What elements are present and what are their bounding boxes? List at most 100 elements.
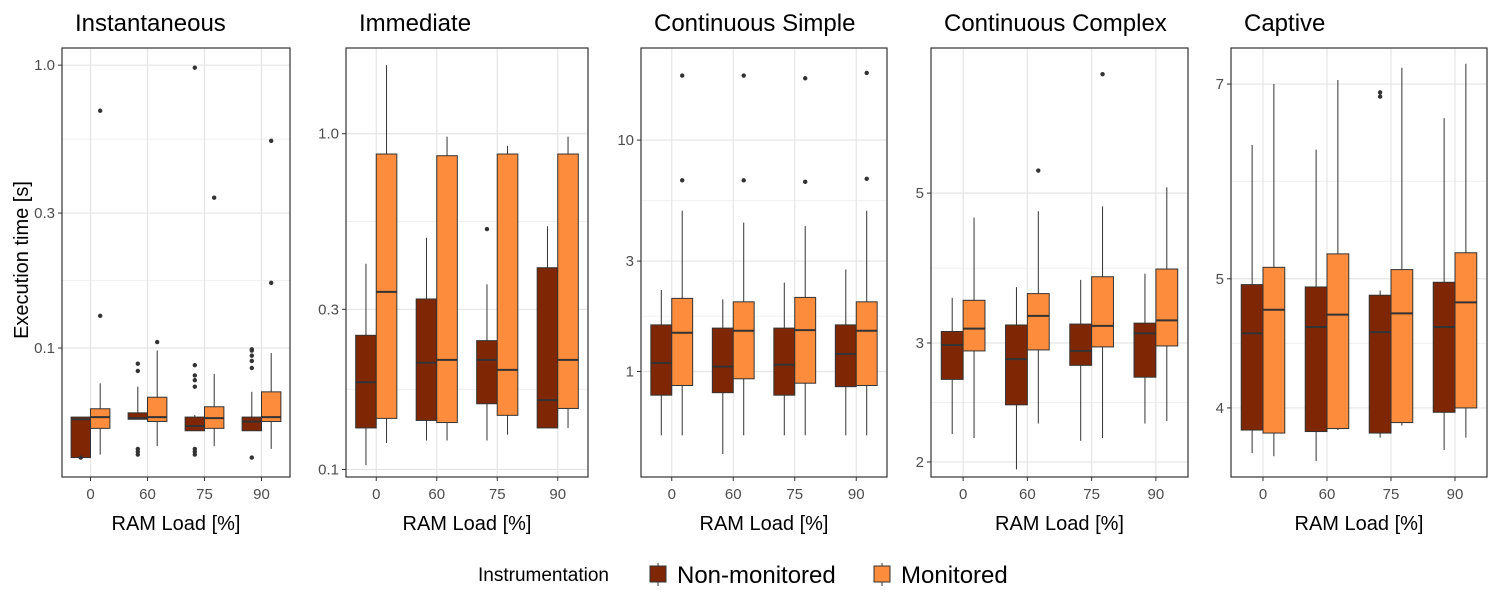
box-non-monitored-0 xyxy=(70,416,92,460)
outlier-point xyxy=(484,226,490,232)
y-tick-label: 5 xyxy=(1216,271,1224,288)
panels-group: 0.1 0.3 1.0 0 60 75 90 Instantaneous RAM Load [%… xyxy=(34,10,1488,535)
box-body xyxy=(1069,323,1093,366)
box-body xyxy=(940,330,964,380)
panel-title: Immediate xyxy=(359,10,471,37)
outlier-point xyxy=(268,138,274,144)
box-body xyxy=(855,301,878,386)
y-tick-label: 4 xyxy=(1216,400,1224,417)
y-tick-label: 0.1 xyxy=(34,340,55,357)
box-monitored-60 xyxy=(732,73,755,436)
x-tick-label: 0 xyxy=(1259,486,1267,503)
x-tick-label: 75 xyxy=(489,486,506,503)
box-body xyxy=(671,297,694,386)
outlier-point xyxy=(680,178,685,183)
legend: Instrumentation Non-monitored Monitored xyxy=(478,562,1008,589)
box-monitored-60 xyxy=(147,339,168,447)
box-body xyxy=(650,324,673,396)
outlier-point xyxy=(249,358,255,364)
outlier-point xyxy=(1100,71,1105,77)
box-monitored-0 xyxy=(375,65,398,443)
x-tick-label: 75 xyxy=(786,486,803,503)
box-body xyxy=(557,153,579,409)
outlier-point xyxy=(803,179,808,185)
box-body xyxy=(70,416,92,459)
box-body xyxy=(1454,252,1478,409)
outlier-point xyxy=(803,76,808,81)
panel-border xyxy=(345,47,589,478)
box-monitored-0 xyxy=(1262,84,1286,457)
box-body xyxy=(834,324,857,388)
outlier-point xyxy=(97,313,103,319)
box-non-monitored-90 xyxy=(241,347,262,460)
y-tick-label: 5 xyxy=(916,185,924,202)
box-body xyxy=(536,267,559,429)
box-body xyxy=(962,299,986,352)
legend-key xyxy=(873,565,891,583)
outlier-point xyxy=(97,108,103,113)
outlier-point xyxy=(680,73,685,78)
box-body xyxy=(773,327,796,396)
box-non-monitored-60 xyxy=(711,299,734,455)
outlier-point xyxy=(78,455,84,460)
box-monitored-75 xyxy=(794,76,817,436)
box-body xyxy=(711,327,734,394)
box-monitored-75 xyxy=(496,145,519,435)
outlier-point xyxy=(135,446,141,452)
box-monitored-0 xyxy=(671,73,694,436)
box-monitored-60 xyxy=(436,136,458,441)
x-axis-title: RAM Load [%] xyxy=(700,513,829,535)
plot-background xyxy=(641,48,887,477)
x-tick-label: 90 xyxy=(549,486,566,503)
box-body xyxy=(1262,266,1286,434)
box-non-monitored-90 xyxy=(1133,273,1157,424)
y-tick-label: 0.3 xyxy=(318,301,339,318)
box-non-monitored-75 xyxy=(476,226,498,441)
y-axis-title: Execution time [s] xyxy=(11,181,33,339)
y-tick-label: 1 xyxy=(626,363,634,380)
panel-4: 2 3 5 0 60 75 90 Continuous Complex RAM Load [%] xyxy=(916,10,1189,535)
legend-entries: Non-monitored Monitored xyxy=(649,562,1008,589)
box-monitored-60 xyxy=(1326,79,1350,431)
x-tick-label: 90 xyxy=(1447,486,1464,503)
x-tick-label: 75 xyxy=(1383,486,1400,503)
y-tick-label: 1.0 xyxy=(34,57,55,74)
panel-border xyxy=(640,47,888,478)
panel-3: 1 3 10 0 60 75 90 Continuous Simple RAM Load [%] xyxy=(617,10,888,535)
x-tick-label: 90 xyxy=(253,486,270,503)
y-tick-label: 3 xyxy=(626,253,634,270)
outlier-point xyxy=(135,361,141,366)
box-monitored-60 xyxy=(1026,168,1050,424)
box-body xyxy=(1005,324,1028,406)
panel-title: Instantaneous xyxy=(75,10,226,37)
x-axis-title: RAM Load [%] xyxy=(403,513,532,535)
box-monitored-90 xyxy=(855,70,878,436)
box-body xyxy=(436,155,458,424)
x-tick-label: 75 xyxy=(196,486,213,503)
outlier-point xyxy=(741,73,746,78)
box-body xyxy=(1133,322,1157,378)
box-monitored-90 xyxy=(261,138,282,449)
outlier-point xyxy=(1377,94,1383,99)
box-monitored-75 xyxy=(204,195,225,447)
box-non-monitored-75 xyxy=(773,282,796,436)
x-axis-title: RAM Load [%] xyxy=(112,513,241,535)
outlier-point xyxy=(249,455,255,460)
y-tick-label: 3 xyxy=(916,335,924,352)
x-axis-title: RAM Load [%] xyxy=(995,513,1124,535)
panel-border xyxy=(61,47,291,478)
box-non-monitored-75 xyxy=(1069,279,1093,441)
x-tick-label: 60 xyxy=(1019,486,1036,503)
box-monitored-90 xyxy=(1155,187,1179,421)
x-tick-label: 0 xyxy=(668,486,676,503)
box-monitored-75 xyxy=(1091,71,1114,439)
outlier-point xyxy=(864,176,869,182)
x-tick-label: 0 xyxy=(86,486,94,503)
box-body xyxy=(1155,268,1179,347)
x-tick-label: 60 xyxy=(428,486,445,503)
x-tick-label: 0 xyxy=(959,486,967,503)
x-tick-label: 60 xyxy=(139,486,156,503)
box-monitored-90 xyxy=(1454,63,1478,438)
box-non-monitored-60 xyxy=(1005,287,1028,470)
box-body xyxy=(415,298,438,421)
